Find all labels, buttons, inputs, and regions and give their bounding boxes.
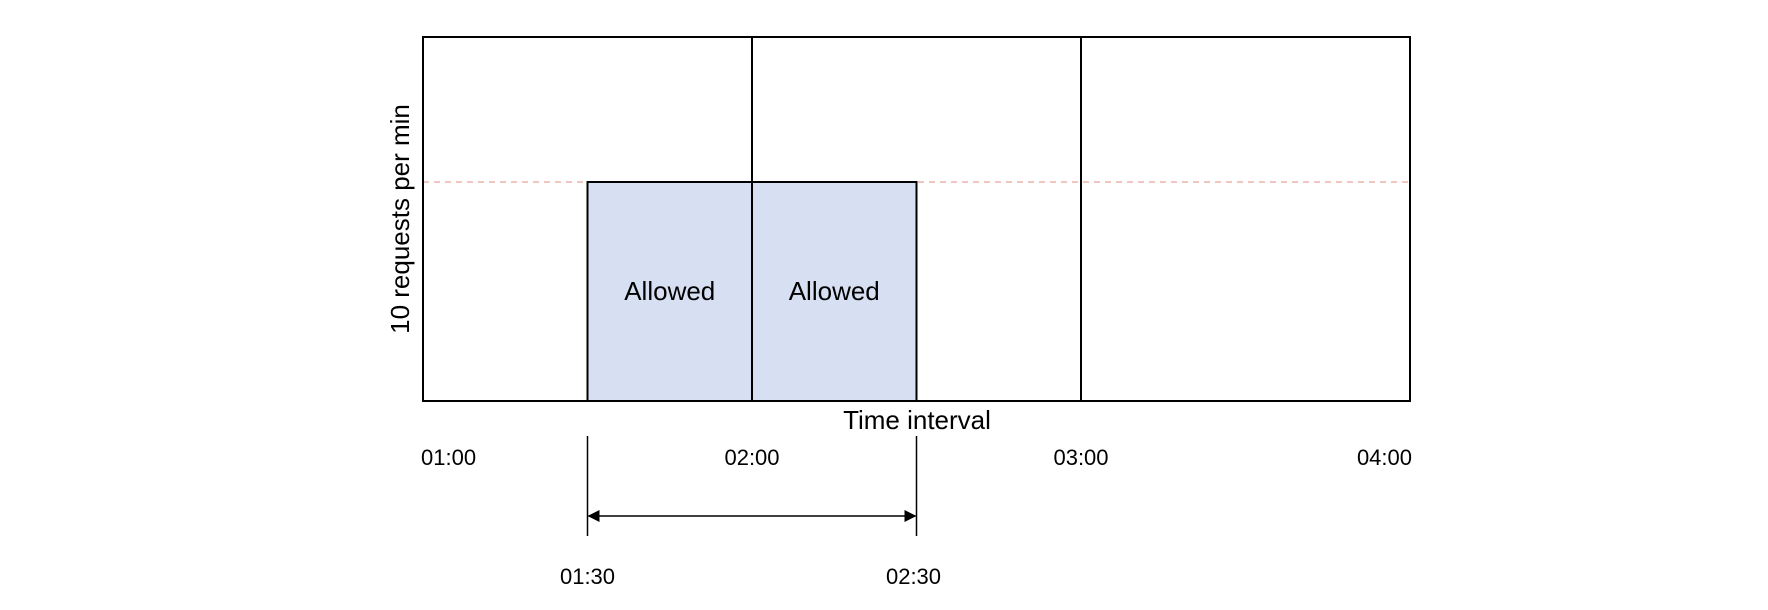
time-tick-label: 04:00 bbox=[1357, 445, 1412, 470]
interval-dividers bbox=[751, 37, 1082, 401]
time-tick-label: 01:00 bbox=[421, 445, 476, 470]
time-tick-labels: 01:00 02:00 03:00 04:00 bbox=[421, 445, 1412, 470]
y-axis-label: 10 requests per min bbox=[385, 104, 415, 334]
chart-frame bbox=[422, 36, 1411, 402]
allowed-block bbox=[751, 181, 918, 402]
allowed-block-label: Allowed bbox=[624, 276, 715, 306]
window-end-label: 02:30 bbox=[886, 564, 941, 589]
allowed-blocks: Allowed Allowed bbox=[586, 181, 918, 402]
time-tick-label: 03:00 bbox=[1053, 445, 1108, 470]
allowed-block-label: Allowed bbox=[789, 276, 880, 306]
x-axis-label: Time interval bbox=[843, 405, 991, 435]
allowed-block bbox=[586, 181, 753, 402]
window-start-label: 01:30 bbox=[560, 564, 615, 589]
time-tick-label: 02:00 bbox=[724, 445, 779, 470]
